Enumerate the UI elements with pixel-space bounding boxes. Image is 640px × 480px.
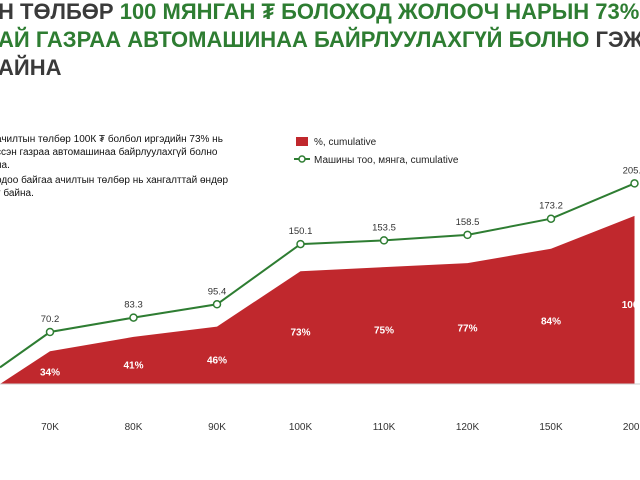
title-line-1: Н ТӨЛБӨР 100 МЯНГАН ₮ БОЛОХОД ЖОЛООЧ НАР… [0,0,640,24]
line-data-label: 158.5 [456,217,480,228]
title-line-2: АЙ ГАЗРАА АВТОМАШИНАА БАЙРЛУУЛАХГҮЙ БОЛН… [0,27,640,52]
line-data-label: 150.1 [289,226,313,237]
line-data-label: 173.2 [539,201,563,212]
line-data-label: 95.4 [208,286,227,297]
area-data-label: 34% [40,368,60,379]
line-data-label: 83.3 [124,300,143,311]
area-data-label: 77% [457,324,477,335]
note-line: на. [0,160,10,171]
x-tick-label: 70K [41,422,59,433]
x-tick-label: 150K [539,422,563,433]
area-data-label: 75% [374,326,394,337]
x-tick-label: 110K [373,422,396,433]
line-marker [45,327,55,337]
x-tick-label: 200K [623,422,640,433]
title-line-3: АЙНА [0,55,62,80]
legend-swatch-marker [298,155,306,163]
plot-area: 34% 41% 46% 73% 75% 77% 84% 100% 70.2 83.3 95.4 150… [0,165,640,433]
x-tick-label: 90K [208,422,226,433]
line-marker [546,214,556,223]
note-line: т байна. [0,188,34,199]
annotation-note: ачилтын төлбөр 100К ₮ болбол иргэдийн 73… [0,133,228,200]
area-data-label: 73% [290,328,310,339]
legend: %, cumulative Машины тоо, мянга, cumulat… [294,137,459,166]
line-data-label: 205.3 [623,165,640,176]
x-tick-label: 80K [125,422,143,433]
chart-title: Н ТӨЛБӨР 100 МЯНГАН ₮ БОЛОХОД ЖОЛООЧ НАР… [0,0,640,82]
note-line: одоо байгаа ачилтын төлбөр нь хангалттай… [0,175,229,186]
area-data-label: 46% [207,355,227,366]
line-marker [296,239,305,249]
line-marker [212,300,222,309]
line-marker [379,236,389,245]
legend-label-area: %, cumulative [314,137,377,148]
note-line: ачилтын төлбөр 100К ₮ болбол иргэдийн 73… [0,134,223,145]
line-data-label: 153.5 [372,222,396,233]
line-marker [129,313,138,322]
note-line: ссэн газраа автомашинаа байрлуулахгүй бо… [0,147,218,158]
area-data-label: 84% [541,316,561,327]
legend-swatch-area [296,137,308,146]
area-data-label: 100% [622,300,640,311]
legend-label-line: Машины тоо, мянга, cumulative [314,155,459,166]
area-series-percent [0,215,635,384]
x-tick-label: 100K [289,422,313,433]
line-marker [630,179,639,188]
x-tick-label: 120K [456,422,480,433]
area-data-label: 41% [123,360,143,371]
line-data-label: 70.2 [41,314,60,325]
line-marker [463,230,472,240]
